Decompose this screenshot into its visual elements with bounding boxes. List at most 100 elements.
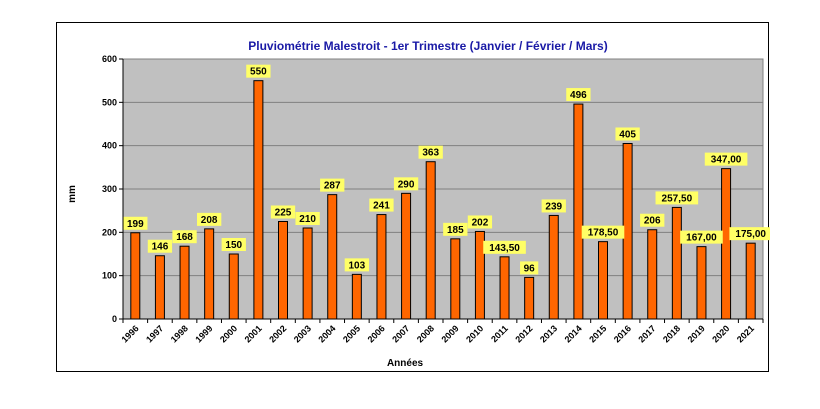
bar-1997	[154, 255, 165, 320]
data-label-1997: 146	[152, 242, 169, 253]
data-label-2003: 210	[299, 214, 316, 225]
x-tick-label: 2008	[415, 323, 436, 344]
bar-1996	[130, 232, 141, 320]
data-label-box	[729, 227, 770, 241]
bar-2009	[450, 238, 461, 320]
bar-2016	[622, 143, 633, 320]
data-label-box	[680, 230, 723, 244]
data-label-2017: 206	[644, 216, 661, 227]
data-label-2012: 96	[524, 263, 536, 274]
data-label-2018: 257,50	[662, 193, 693, 204]
y-tick-label: 200	[102, 227, 117, 237]
data-label-box	[640, 213, 665, 227]
x-tick-label: 1998	[169, 323, 190, 344]
data-label-2000: 150	[225, 240, 242, 251]
x-tick-label: 2018	[661, 323, 682, 344]
bar-2012	[524, 276, 535, 320]
data-label-2019: 167,00	[686, 233, 717, 244]
data-labels: 199 146 168 208 150 550 225 210 287 103 241 290 363 1…	[123, 64, 770, 275]
data-label-box	[123, 216, 148, 230]
bar-2000	[228, 253, 239, 320]
x-tick-label: 2003	[292, 323, 313, 344]
bar-2014	[573, 103, 584, 320]
data-label-2021: 175,00	[735, 229, 766, 240]
x-tick-label: 2019	[686, 323, 707, 344]
x-tick-label: 2016	[612, 323, 633, 344]
x-tick-label: 2012	[513, 323, 534, 344]
data-label-2013: 239	[545, 201, 562, 212]
data-label-2007: 290	[398, 179, 415, 190]
x-tick-label: 2001	[243, 323, 264, 344]
y-tick-label: 0	[112, 314, 117, 324]
data-label-box	[520, 261, 539, 275]
x-tick-label: 2017	[636, 323, 657, 344]
data-label-2004: 287	[324, 181, 341, 192]
data-label-box	[172, 230, 197, 244]
y-tick-label: 600	[102, 54, 117, 64]
data-label-box	[483, 240, 526, 254]
bar-2004	[327, 194, 338, 320]
x-tick-label: 2002	[267, 323, 288, 344]
x-tick-label: 2011	[489, 323, 510, 344]
x-tick-label: 2010	[464, 323, 485, 344]
y-axis-ticks: 0 100 200 300 400 500 600	[102, 54, 123, 324]
y-tick-label: 400	[102, 141, 117, 151]
x-tick-label: 1999	[193, 323, 214, 344]
bar-2021	[745, 242, 756, 320]
x-tick-label: 2005	[341, 323, 362, 344]
data-label-box	[147, 239, 173, 253]
x-tick-label: 2021	[735, 323, 756, 344]
x-tick-label: 1997	[144, 323, 165, 344]
bar-2019	[696, 246, 707, 320]
bar-2003	[302, 227, 313, 320]
data-label-2016: 405	[619, 130, 636, 141]
y-axis-title: mm	[67, 185, 78, 203]
data-label-box	[566, 88, 591, 102]
data-label-2001: 550	[250, 67, 267, 78]
bar-1998	[179, 245, 190, 320]
data-label-box	[246, 64, 271, 78]
x-axis-title: Années	[387, 358, 424, 369]
data-label-box	[467, 215, 493, 229]
bar-1999	[204, 228, 215, 320]
x-tick-label: 2013	[538, 323, 559, 344]
bars-group	[130, 80, 756, 320]
bar-2006	[376, 214, 387, 320]
data-label-box	[704, 152, 748, 166]
data-label-box	[369, 198, 394, 212]
x-axis-ticks: 1996 1997 1998 1999 2000 2001 2002 2003 2004 2005…	[119, 319, 764, 345]
data-label-box	[197, 212, 222, 226]
bar-2005	[351, 273, 362, 320]
data-label-2005: 103	[349, 260, 366, 271]
bar-2007	[401, 192, 412, 320]
bar-2001	[253, 80, 264, 320]
data-label-2010: 202	[472, 217, 489, 228]
bar-2011	[499, 256, 510, 320]
x-tick-label: 2007	[390, 323, 411, 344]
bar-2018	[671, 206, 682, 320]
data-label-box	[581, 225, 625, 239]
x-tick-label: 2004	[316, 323, 337, 344]
data-label-box	[393, 177, 419, 191]
data-label-box	[443, 222, 468, 236]
data-label-2011: 143,50	[489, 243, 520, 254]
data-label-box	[221, 238, 246, 251]
data-label-box	[320, 178, 345, 192]
data-label-box	[418, 145, 443, 159]
y-tick-label: 300	[102, 184, 117, 194]
bar-2010	[474, 230, 485, 320]
data-label-box	[270, 205, 296, 219]
data-label-2002: 225	[275, 208, 292, 219]
y-tick-label: 100	[102, 271, 117, 281]
data-label-box	[344, 258, 369, 272]
chart-frame: Pluviométrie Malestroit - 1er Trimestre …	[56, 22, 770, 372]
bar-2008	[425, 161, 436, 320]
bar-2020	[721, 168, 732, 320]
data-label-1996: 199	[127, 219, 144, 230]
data-label-2008: 363	[422, 148, 439, 159]
data-label-2015: 178,50	[588, 228, 619, 239]
data-label-box	[541, 199, 566, 213]
bar-2013	[548, 214, 559, 320]
x-tick-label: 2006	[366, 323, 387, 344]
data-label-box	[295, 212, 320, 225]
